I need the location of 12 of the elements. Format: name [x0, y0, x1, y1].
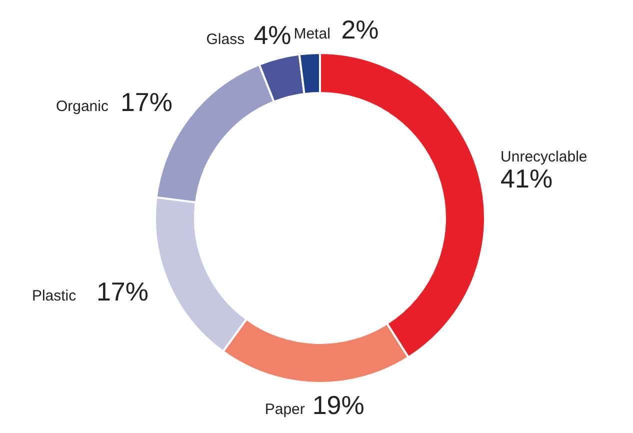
slice-label: Paper [264, 400, 305, 418]
data-label: 17% [120, 86, 172, 117]
data-label: 19% [312, 390, 364, 420]
data-label: 4% [254, 20, 292, 50]
data-label: 41% [500, 164, 553, 194]
data-label: 17% [96, 276, 149, 307]
slice-label: Glass [206, 30, 245, 48]
slice-label: Metal [294, 25, 330, 42]
slice-label: Unrecyclable [500, 148, 588, 166]
data-label: 2% [341, 14, 379, 44]
slice-label: Organic [56, 98, 109, 115]
slice-label: Plastic [32, 288, 77, 305]
